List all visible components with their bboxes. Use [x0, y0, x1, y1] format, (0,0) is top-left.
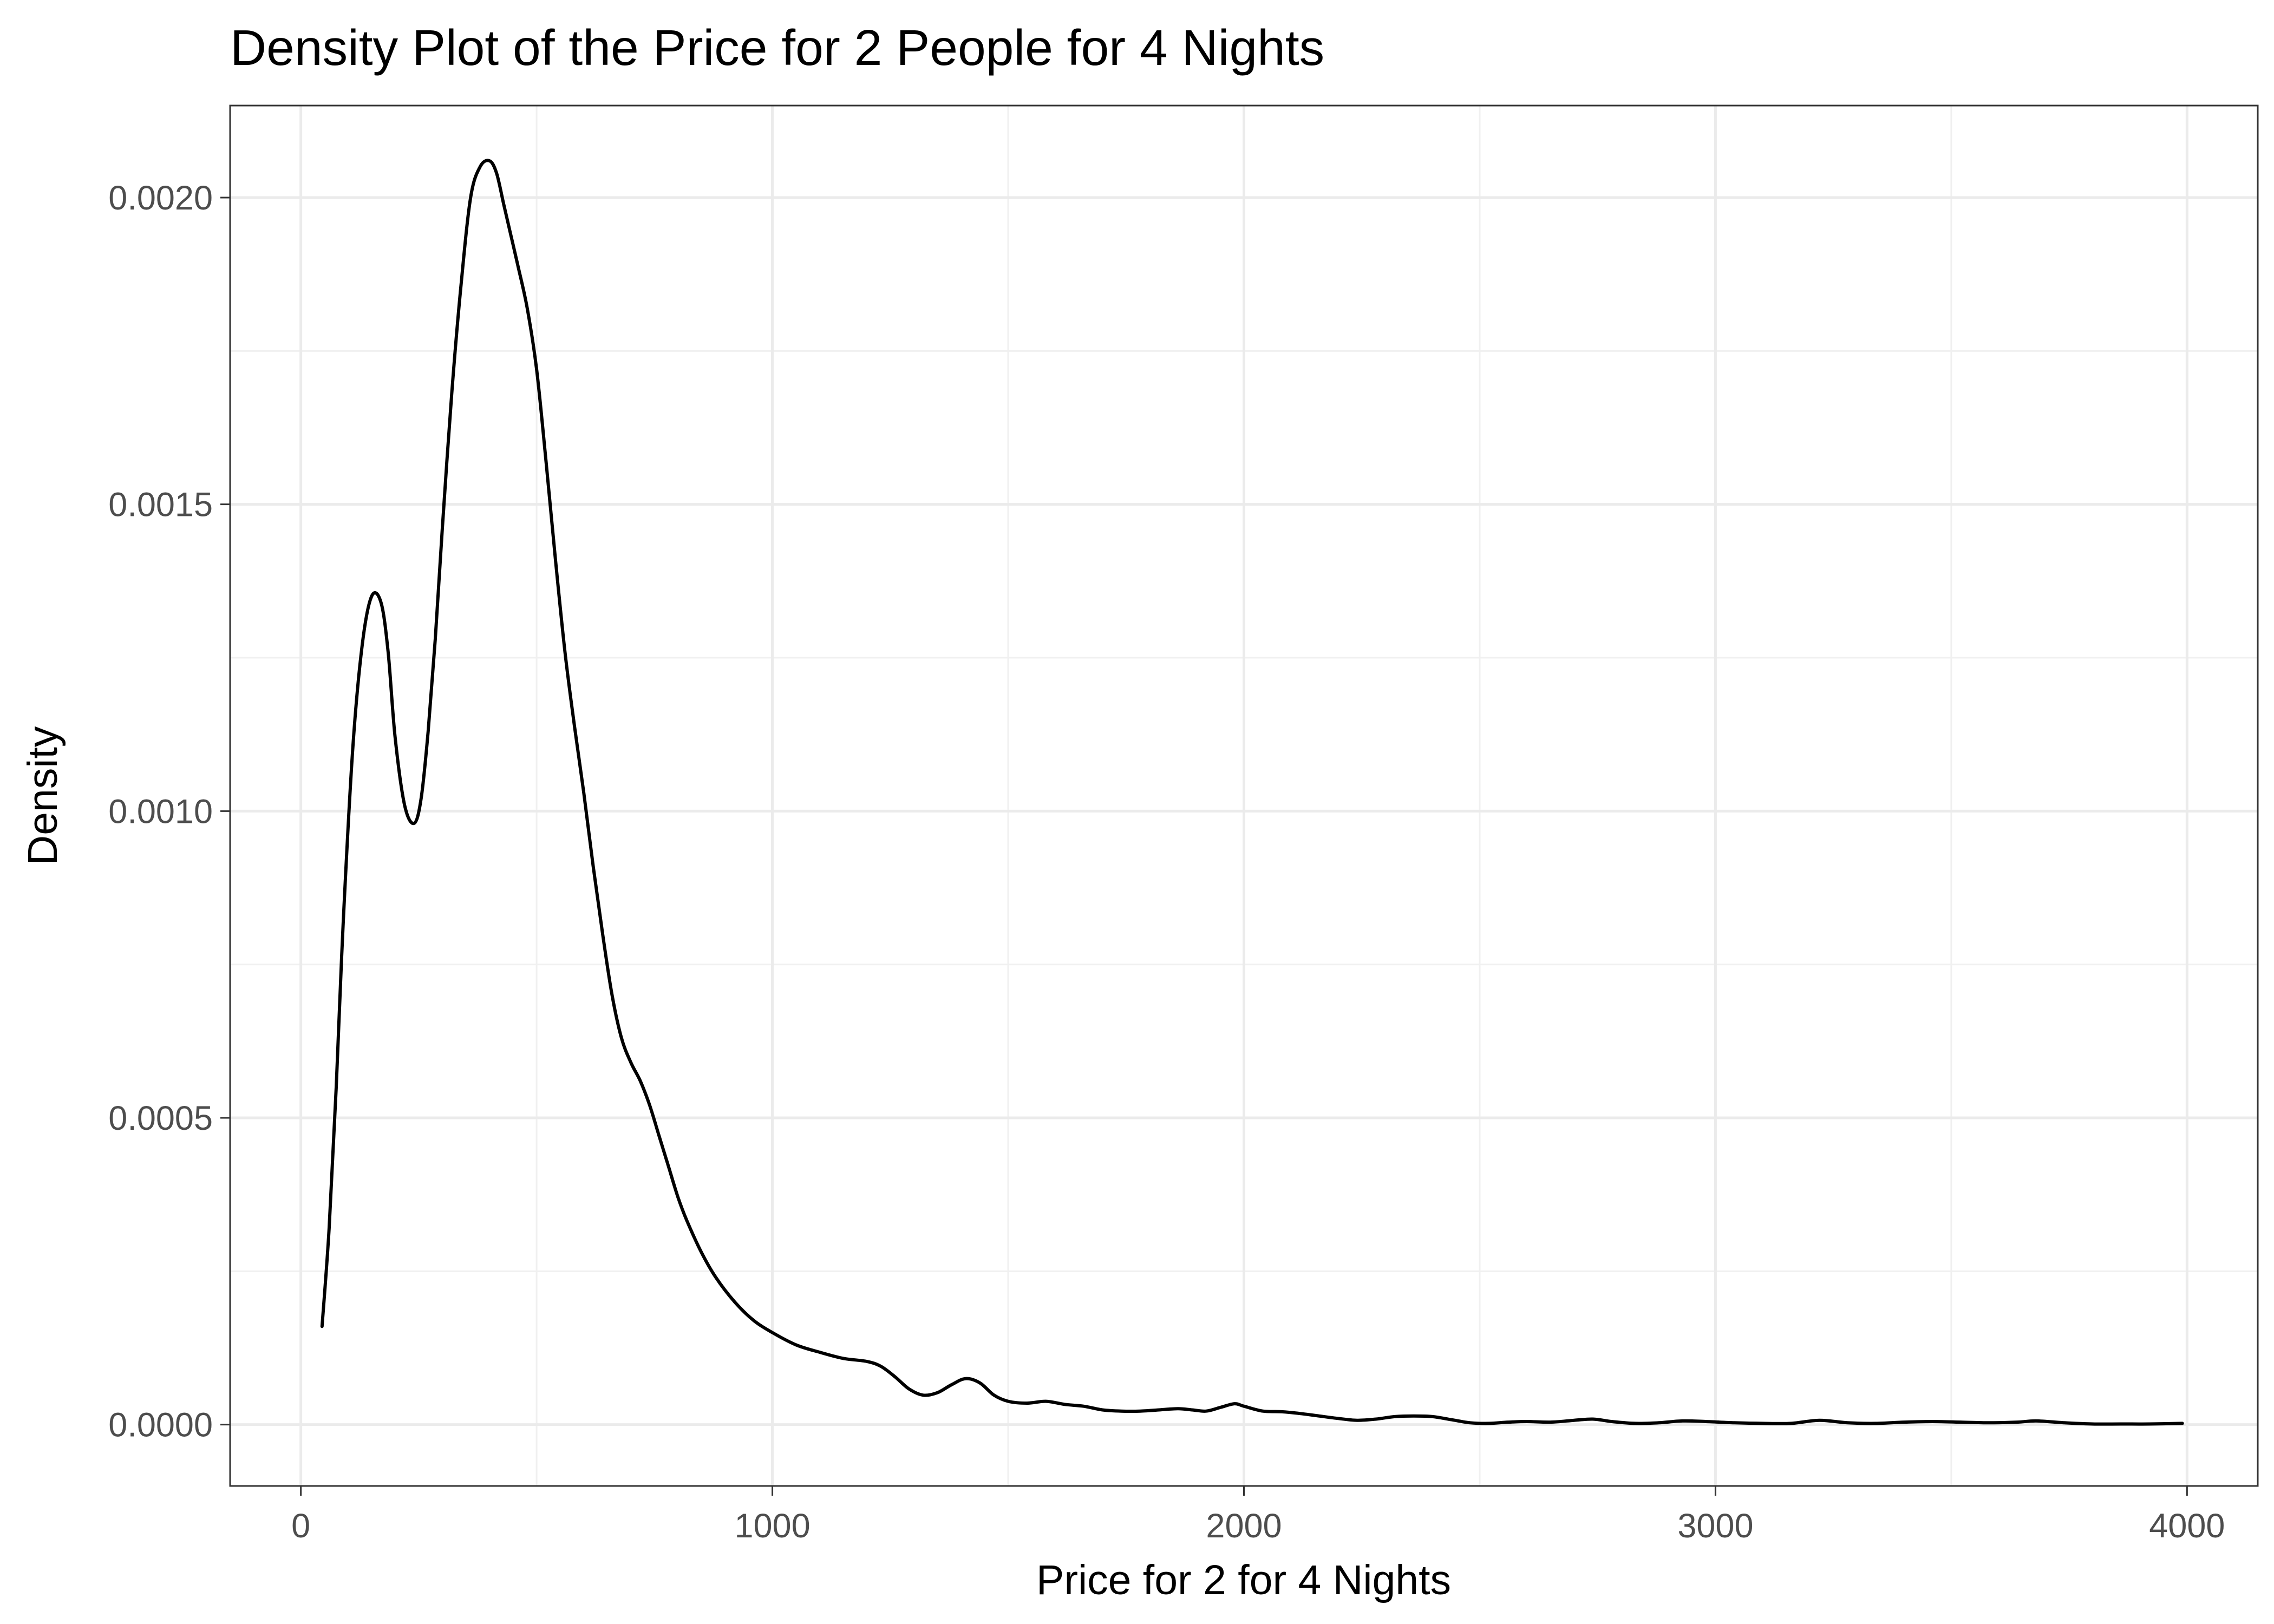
x-tick-label: 4000: [2149, 1507, 2225, 1545]
y-axis-title: Density: [19, 726, 66, 865]
y-tick-label: 0.0005: [108, 1099, 213, 1137]
chart-title: Density Plot of the Price for 2 People f…: [230, 19, 1324, 76]
x-tick-label: 0: [291, 1507, 310, 1545]
y-tick-label: 0.0015: [108, 486, 213, 524]
x-tick-label: 1000: [734, 1507, 810, 1545]
x-axis-title: Price for 2 for 4 Nights: [1036, 1557, 1451, 1603]
y-tick-label: 0.0000: [108, 1406, 213, 1444]
x-tick-label: 3000: [1677, 1507, 1753, 1545]
x-tick-label: 2000: [1206, 1507, 1282, 1545]
density-line: [320, 159, 2184, 1426]
y-tick-label: 0.0010: [108, 793, 213, 830]
y-tick-label: 0.0020: [108, 179, 213, 217]
y-axis: 0.0000 0.0005 0.0010 0.0015 0.0020: [108, 179, 230, 1444]
x-axis: 0 1000 2000 3000 4000: [291, 1486, 2225, 1545]
major-gridlines: [230, 106, 2258, 1486]
